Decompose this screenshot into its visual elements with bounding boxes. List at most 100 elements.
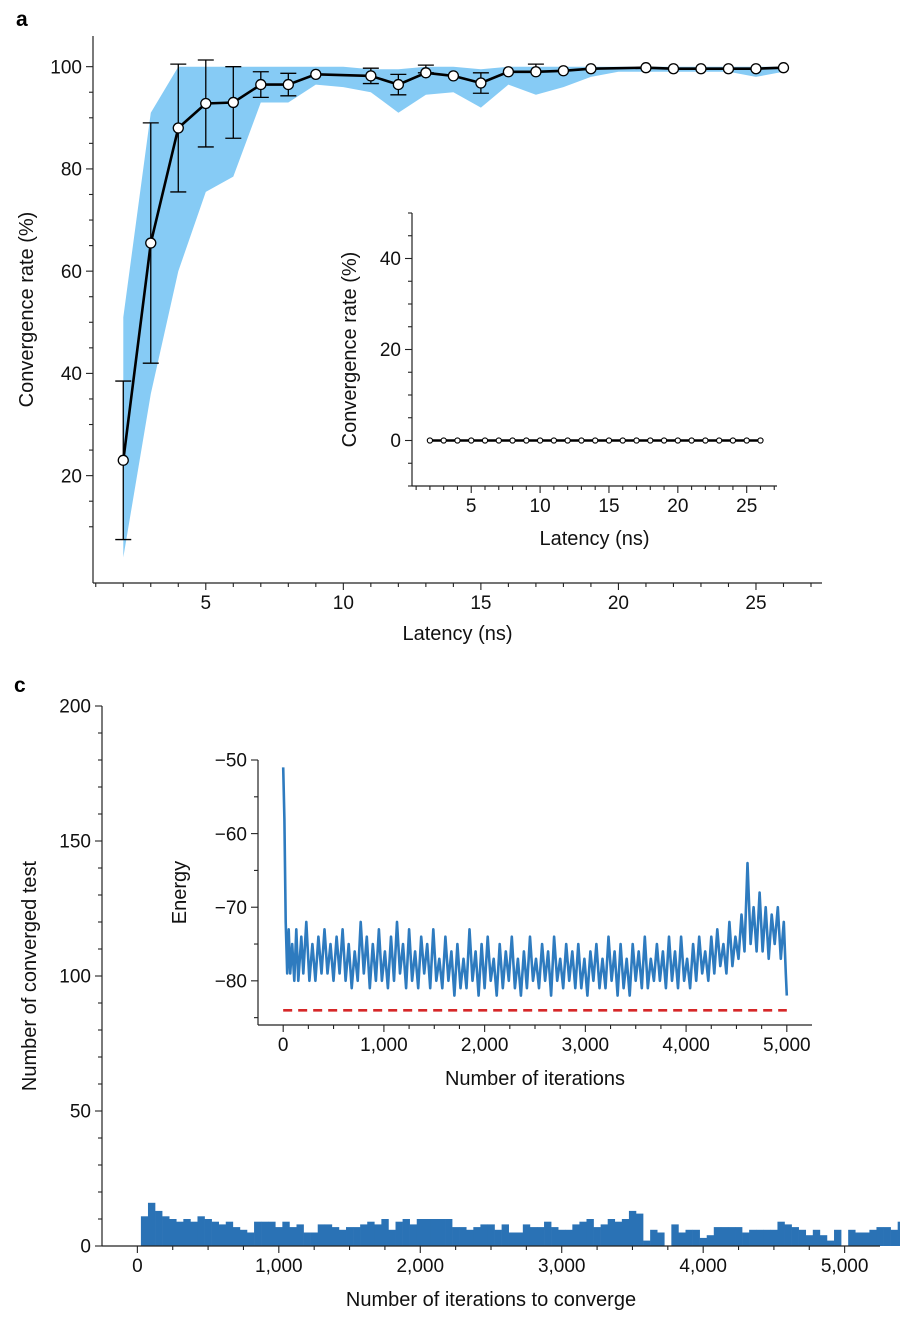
data-point: [227, 96, 239, 109]
histogram-bar: [777, 1221, 785, 1246]
inset-data-point: [578, 437, 585, 444]
panel-c-label: c: [14, 674, 26, 697]
histogram-bar: [579, 1221, 587, 1246]
y-axis-title: Convergence rate (%): [16, 212, 38, 408]
histogram-bar: [197, 1216, 205, 1246]
histogram-bar: [544, 1221, 552, 1246]
histogram-bar: [473, 1227, 481, 1246]
histogram-bar: [812, 1229, 821, 1246]
histogram-bar: [522, 1224, 531, 1246]
histogram-bar: [169, 1219, 177, 1246]
histogram-bar: [466, 1229, 474, 1246]
histogram-bar: [805, 1235, 814, 1246]
confidence-band: [123, 66, 784, 558]
y-tick-label: 20: [61, 466, 82, 487]
inset-data-point: [523, 437, 530, 444]
x-tick-label: 5: [200, 593, 211, 614]
x-axis-title: Latency (ns): [402, 623, 512, 645]
inset-data-point: [702, 437, 709, 444]
data-point: [145, 237, 157, 249]
histogram-bar: [749, 1229, 757, 1246]
histogram-bar: [685, 1229, 693, 1246]
histogram-bar: [515, 1232, 524, 1246]
data-point: [722, 63, 735, 75]
x-tick-label: 4,000: [662, 1035, 710, 1056]
histogram-bar: [190, 1221, 198, 1246]
data-point: [172, 122, 184, 134]
data-point: [557, 65, 570, 77]
inset-data-point: [688, 437, 695, 444]
panel-a-label: a: [16, 8, 28, 31]
histogram-bar: [381, 1219, 389, 1246]
y-tick-label: 100: [59, 967, 91, 988]
histogram-bar: [402, 1219, 410, 1246]
data-point: [502, 66, 515, 78]
inset-data-point: [674, 437, 681, 444]
histogram-bar: [735, 1227, 743, 1246]
inset-data-point: [509, 437, 516, 444]
data-point: [750, 63, 762, 75]
y-tick-label: −80: [215, 971, 247, 992]
x-tick-label: 3,000: [538, 1256, 586, 1277]
histogram-bar: [650, 1229, 658, 1246]
x-axis-title: Latency (ns): [539, 528, 649, 550]
histogram-bar: [310, 1232, 319, 1246]
histogram-bar: [282, 1221, 290, 1246]
x-tick-label: 1,000: [360, 1035, 408, 1056]
x-tick-label: 2,000: [396, 1256, 444, 1277]
histogram-bar: [374, 1224, 382, 1246]
inset-data-point: [454, 437, 461, 444]
inset-data-point: [647, 437, 654, 444]
histogram-bar: [572, 1224, 580, 1246]
data-point: [200, 97, 212, 110]
histogram-bar: [395, 1221, 403, 1246]
inset-data-point: [660, 437, 668, 444]
y-tick-label: 150: [59, 832, 91, 853]
histogram-bar: [784, 1224, 792, 1246]
histogram-bar: [756, 1229, 764, 1246]
inset-data-point: [440, 437, 447, 444]
histogram-bar: [480, 1224, 488, 1246]
histogram-bar: [416, 1219, 425, 1246]
data-point: [392, 78, 405, 91]
histogram-bar: [586, 1219, 594, 1246]
inset-data-point: [633, 437, 640, 444]
x-tick-label: 4,000: [679, 1256, 727, 1277]
histogram-bar: [791, 1227, 799, 1246]
x-tick-label: 5,000: [821, 1256, 869, 1277]
inset-data-point: [495, 437, 502, 444]
inset-data-point: [605, 437, 613, 444]
histogram-bar: [678, 1232, 686, 1246]
histogram-bar: [296, 1224, 304, 1246]
energy-inset: 0 1,000 2,000 3,000 4,000 5,000 −50 −60 −70 −80 Nu…: [169, 751, 812, 1090]
data-point: [420, 67, 432, 79]
histogram-bar: [246, 1232, 255, 1246]
x-tick-label: 10: [530, 496, 551, 517]
inset-data-point: [481, 437, 489, 444]
histogram-bar: [635, 1213, 644, 1246]
x-tick-label: 15: [470, 593, 491, 614]
y-tick-label: 40: [61, 364, 82, 385]
y-tick-label: −70: [215, 898, 247, 919]
histogram-bar: [331, 1227, 340, 1246]
histogram-bar: [727, 1227, 736, 1246]
inset-data-point: [550, 437, 558, 444]
x-tick-label: 2,000: [461, 1035, 509, 1056]
histogram-bar: [862, 1232, 870, 1246]
histogram-bar: [360, 1224, 368, 1246]
histogram-bar: [494, 1229, 502, 1246]
y-tick-label: 40: [380, 249, 401, 270]
histogram-bar: [275, 1227, 283, 1246]
histogram-bar: [501, 1224, 509, 1246]
histogram-bar: [409, 1224, 418, 1246]
x-tick-label: 0: [132, 1256, 143, 1277]
histogram-bar: [445, 1219, 453, 1246]
x-tick-label: 3,000: [562, 1035, 610, 1056]
histogram-bar: [225, 1221, 234, 1246]
histogram-bar: [848, 1229, 856, 1246]
histogram-bar: [459, 1227, 467, 1246]
histogram-bar: [218, 1224, 227, 1246]
data-point: [282, 78, 294, 91]
